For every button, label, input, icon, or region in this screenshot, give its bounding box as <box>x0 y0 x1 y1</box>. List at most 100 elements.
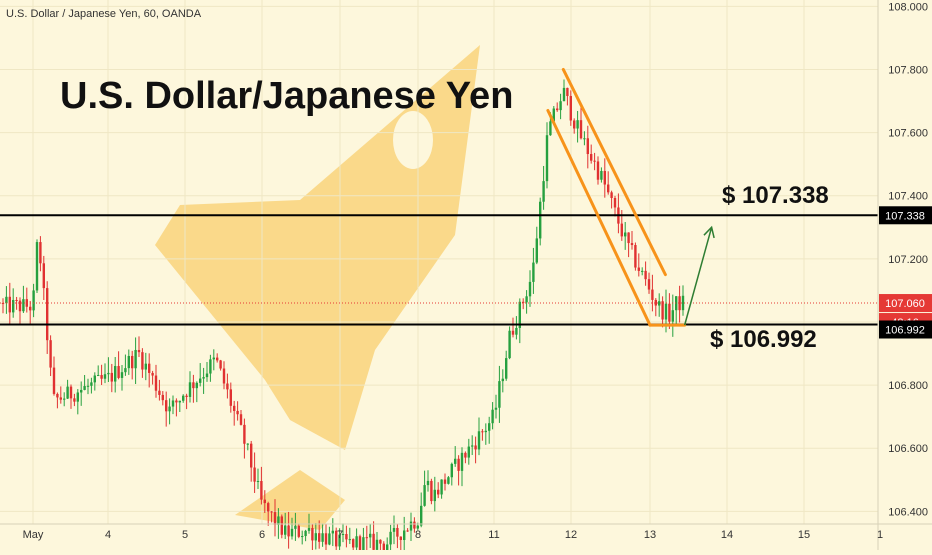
candle-body <box>573 120 576 129</box>
candle-body <box>474 445 477 450</box>
candle-body <box>348 539 351 541</box>
candle-body <box>535 238 538 263</box>
candle-body <box>460 452 464 471</box>
candle-body <box>141 352 144 370</box>
candle-body <box>396 527 399 537</box>
candle-body <box>175 400 178 403</box>
candle-body <box>681 295 685 311</box>
candle-body <box>627 232 630 244</box>
candle-body <box>307 528 311 531</box>
candle-body <box>355 536 358 548</box>
candle-body <box>22 299 25 312</box>
candle-body <box>345 534 348 540</box>
candle-body <box>532 262 535 282</box>
time-tick-label: 7 <box>337 529 343 541</box>
candle-body <box>270 511 273 513</box>
candle-body <box>464 452 467 458</box>
candle-body <box>341 534 345 536</box>
candle-body <box>525 296 528 303</box>
candle-body <box>375 539 379 550</box>
candle-body <box>110 372 113 382</box>
support-price-tag-bg <box>879 320 932 339</box>
projection-arrow-line <box>683 227 713 326</box>
symbol-header: U.S. Dollar / Japanese Yen, 60, OANDA <box>6 8 202 20</box>
candle-body <box>209 359 212 374</box>
candle-body <box>69 386 73 399</box>
candle-body <box>338 534 341 547</box>
candle-body <box>90 382 93 386</box>
time-axis[interactable]: May 4 5 6 7 8 11 12 13 14 15 1 <box>23 529 883 541</box>
rocket-window <box>393 111 433 169</box>
candle-body <box>515 327 518 335</box>
candle-body <box>205 373 209 378</box>
candle-body <box>607 184 610 193</box>
candle-body <box>678 296 681 311</box>
time-tick-label: 8 <box>415 529 421 541</box>
candle-body <box>647 279 651 290</box>
candle-body <box>328 533 331 545</box>
current-price-tag: 107.060 <box>885 298 925 310</box>
time-tick-label: 12 <box>565 529 577 541</box>
candle-body <box>290 528 294 537</box>
candle-body <box>212 357 215 360</box>
channel-upper-line <box>561 67 667 277</box>
candle-body <box>76 392 79 402</box>
resistance-price-tag-bg <box>879 206 932 225</box>
candle-body <box>528 281 532 297</box>
candle-body <box>151 372 154 376</box>
candle-body <box>600 170 603 180</box>
candle-body <box>46 288 49 341</box>
candle-body <box>127 355 130 369</box>
candle-body <box>440 479 443 495</box>
candle-body <box>134 349 137 369</box>
candle-body <box>80 389 83 393</box>
price-tick-label: 107.800 <box>888 64 928 76</box>
candle-body <box>641 270 644 272</box>
candle-body <box>32 290 35 311</box>
candle-body <box>124 368 127 373</box>
candle-body <box>178 400 181 403</box>
candle-body <box>668 303 671 322</box>
candle-body <box>596 161 600 180</box>
candle-body <box>239 414 243 425</box>
candle-body <box>120 372 124 378</box>
candle-body <box>304 530 307 537</box>
candle-body <box>651 289 654 300</box>
candle-body <box>263 499 266 504</box>
upper-level-label: $ 107.338 <box>722 182 829 209</box>
support-price-tag: 106.992 <box>885 325 925 337</box>
candle-body <box>97 375 100 377</box>
candle-body <box>488 423 491 431</box>
candle-body <box>661 301 664 320</box>
candle-body <box>165 400 168 412</box>
candle-body <box>18 300 22 312</box>
candle-body <box>321 533 324 542</box>
candle-body <box>556 108 559 111</box>
candle-body <box>522 301 525 303</box>
candle-body <box>243 424 246 444</box>
candle-body <box>457 458 460 471</box>
candle-body <box>154 375 158 391</box>
candle-body <box>226 383 229 390</box>
candle-body <box>250 443 253 468</box>
candle-body <box>430 480 433 502</box>
candle-body <box>511 330 515 335</box>
candle-body <box>386 544 389 551</box>
candle-body <box>620 223 623 237</box>
candle-body <box>508 330 511 359</box>
resistance-price-tag: 107.338 <box>885 210 925 222</box>
candle-body <box>610 192 613 198</box>
candle-body <box>256 481 260 483</box>
price-axis-panel[interactable] <box>878 0 932 550</box>
candle-body <box>420 505 423 526</box>
candle-body <box>117 366 120 378</box>
candle-body <box>49 340 52 368</box>
candle-body <box>569 96 572 121</box>
candle-body <box>603 170 606 185</box>
candle-body <box>477 431 481 450</box>
candle-body <box>199 378 202 383</box>
candle-body <box>277 516 280 525</box>
candle-body <box>222 368 226 384</box>
candle-body <box>161 394 164 401</box>
candle-body <box>39 242 42 264</box>
